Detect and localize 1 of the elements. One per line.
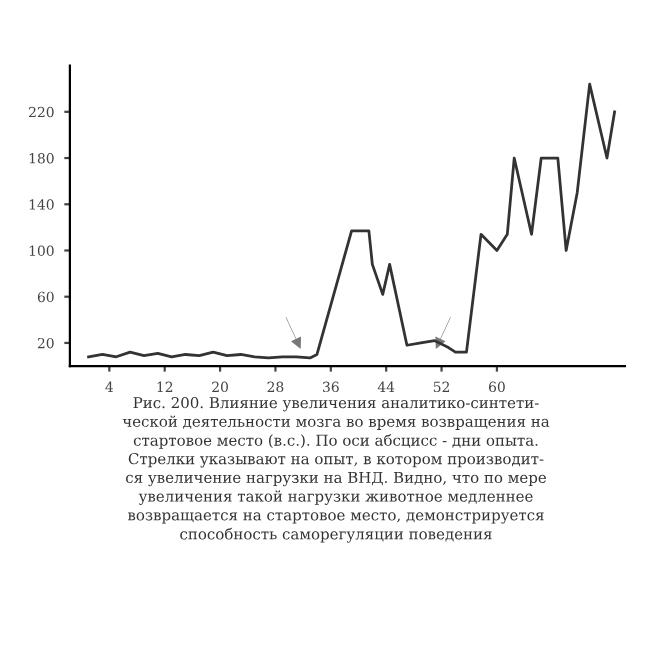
line-series bbox=[87, 82, 616, 360]
